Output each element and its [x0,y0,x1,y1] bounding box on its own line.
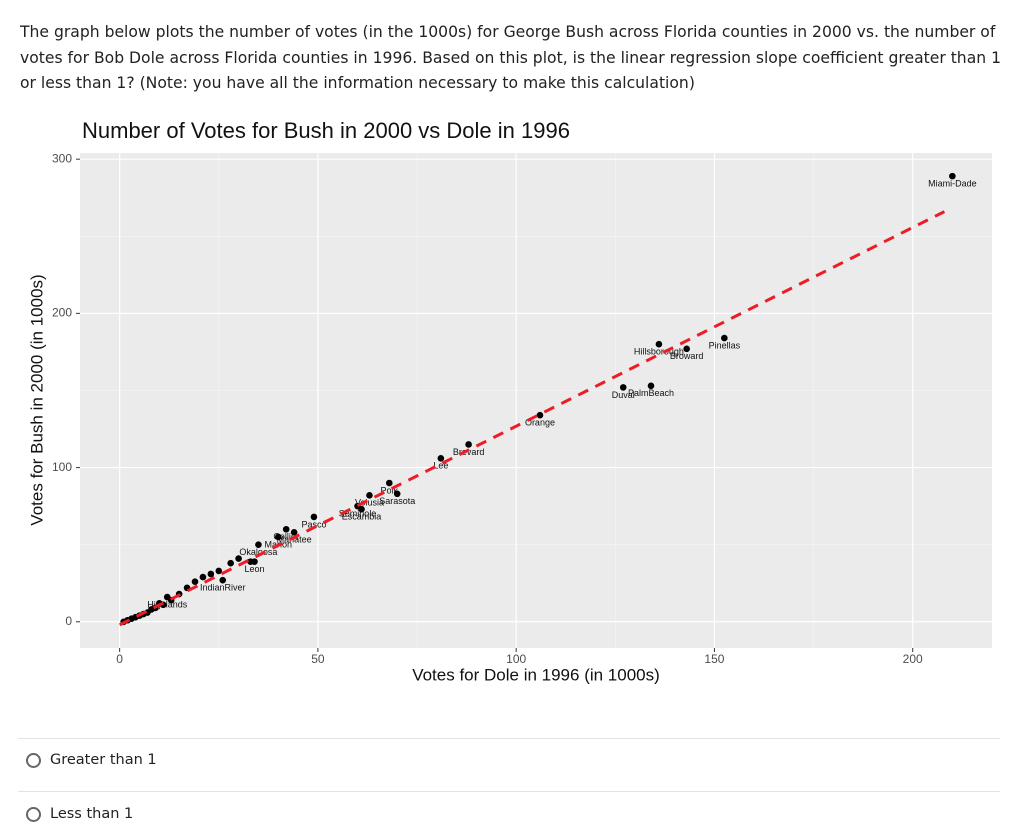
point [290,529,298,536]
regression-line [118,210,946,627]
point [393,490,401,498]
radio[interactable] [26,752,41,768]
y-axis-title: Votes for Bush in 2000 (in 1000s) [27,274,46,525]
point [437,455,445,462]
point-label: Leon [244,564,264,574]
plot-panel [80,153,992,648]
point [215,567,223,575]
option[interactable]: Less than 1 [26,806,133,822]
point [310,513,318,521]
y-tick-label: 100 [52,460,72,474]
point [191,578,199,585]
point [207,570,215,578]
divider [18,738,1000,739]
option-label: Less than 1 [50,806,134,822]
point-label: Orange [525,418,555,428]
y-tick-label: 0 [65,614,72,628]
point [199,573,207,581]
point [683,345,690,353]
x-tick-label: 100 [506,652,526,666]
point-label: Seminole [339,509,377,519]
point [385,479,393,487]
point-label: Escambia [342,512,382,522]
point [219,576,227,584]
question-text: The graph below plots the number of vote… [20,23,1002,92]
point [655,340,663,348]
point [721,334,728,342]
point-label: Hillsborough [634,347,684,357]
point-label: Broward [670,351,704,361]
point [282,525,290,533]
point-label: Collier [273,532,299,542]
x-tick-label: 200 [903,652,923,666]
point-label: Highlands [147,599,188,609]
point [255,541,262,548]
x-tick-label: 0 [116,652,123,666]
point [227,559,234,567]
y-tick-label: 200 [52,306,72,320]
point-label: Brevard [453,447,485,457]
point-label: Pinellas [709,340,741,350]
point [465,441,472,448]
point [619,384,627,391]
chart: Number of Votes for Bush in 2000 vs Dole… [27,118,992,684]
point [536,411,544,419]
point-label: PalmBeach [628,388,674,398]
x-tick-label: 50 [311,652,325,666]
point-label: Manatee [277,535,312,545]
point [358,505,365,513]
point-label: Miami-Dade [928,179,977,189]
point-label: IndianRiver [200,583,246,593]
point-label: Sarasota [379,496,415,506]
point [274,533,282,541]
point-label: Duval [612,390,635,400]
point [235,555,242,562]
chart-title: Number of Votes for Bush in 2000 vs Dole… [82,118,570,143]
point-label: Polk [381,485,399,495]
divider [18,791,1000,792]
option[interactable]: Greater than 1 [26,752,157,768]
radio[interactable] [26,806,41,822]
x-axis-title: Votes for Dole in 1996 (in 1000s) [412,665,660,684]
point [366,492,373,499]
point-label: Pasco [301,519,326,529]
point [247,558,254,565]
x-tick-label: 150 [704,652,724,666]
y-tick-label: 300 [52,151,72,165]
point [647,382,655,390]
point-label: Okaloosa [239,547,277,557]
point-label: Volusia [355,498,384,508]
point-label: Lee [433,461,448,471]
point [949,172,956,180]
option-label: Greater than 1 [50,752,157,768]
